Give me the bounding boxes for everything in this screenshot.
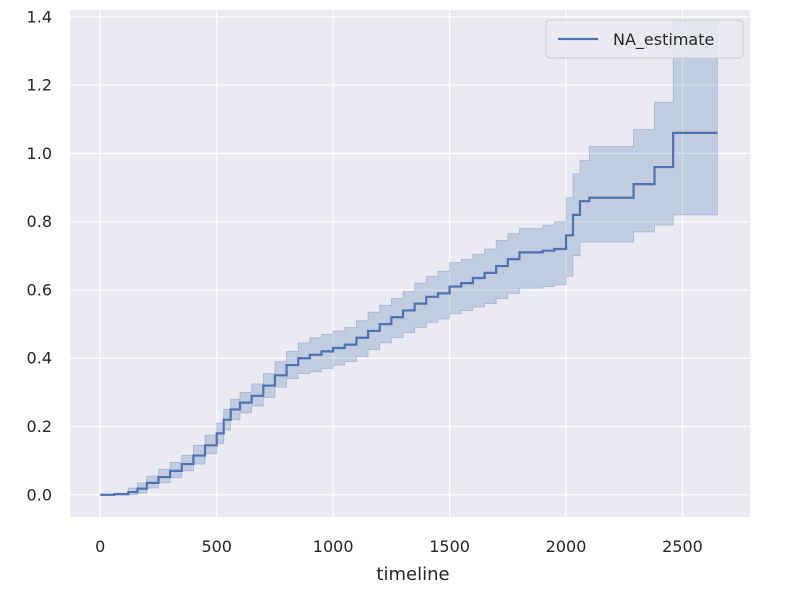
y-tick-label: 0.4 xyxy=(27,349,52,368)
x-tick-label: 1500 xyxy=(429,537,470,556)
legend-box xyxy=(545,19,744,59)
grid xyxy=(70,10,750,517)
legend: NA_estimate xyxy=(545,19,744,59)
y-tick-label: 0.0 xyxy=(27,485,52,504)
y-axis-ticks: 0.0 0.2 0.4 0.6 0.8 1.0 1.2 1.4 xyxy=(27,7,52,504)
y-tick-label: 1.0 xyxy=(27,144,52,163)
series-line-layer xyxy=(100,131,718,496)
x-tick-label: 2000 xyxy=(546,537,587,556)
plot-area xyxy=(70,10,750,517)
y-tick-label: 0.6 xyxy=(27,280,52,299)
legend-label-na-estimate: NA_estimate xyxy=(613,30,714,50)
y-tick-label: 0.8 xyxy=(27,212,52,231)
x-tick-label: 2500 xyxy=(662,537,703,556)
x-tick-label: 500 xyxy=(201,537,232,556)
y-tick-label: 1.2 xyxy=(27,76,52,95)
x-axis-label: timeline xyxy=(376,564,449,585)
y-tick-label: 0.2 xyxy=(27,417,52,436)
x-tick-label: 0 xyxy=(95,537,105,556)
series-line-na-estimate xyxy=(100,131,718,496)
y-tick-label: 1.4 xyxy=(27,7,52,26)
x-tick-label: 1000 xyxy=(313,537,354,556)
x-axis-ticks: 0 500 1000 1500 2000 2500 xyxy=(95,537,703,556)
